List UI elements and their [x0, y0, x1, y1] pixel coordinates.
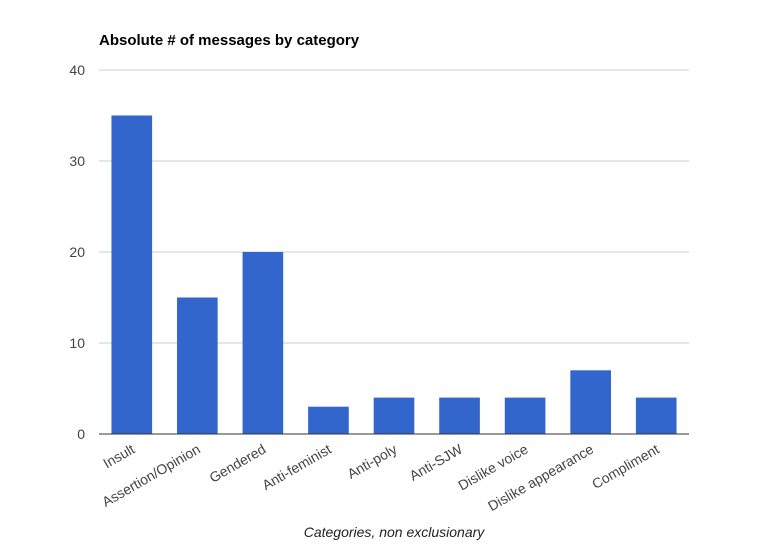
x-axis-title: Categories, non exclusionary [304, 524, 486, 540]
x-tick-label: Anti-SJW [407, 440, 466, 483]
bar [242, 252, 284, 434]
y-tick-label: 10 [69, 335, 85, 351]
bar [308, 406, 349, 434]
x-tick-label: Compliment [589, 441, 662, 492]
bar [111, 115, 153, 434]
bar [373, 397, 415, 434]
y-tick-label: 40 [69, 62, 85, 78]
bar [177, 297, 218, 434]
bar [439, 397, 480, 434]
x-tick-label: Anti-feminist [259, 441, 334, 493]
y-tick-label: 0 [77, 426, 85, 442]
bar [635, 397, 677, 434]
bar [504, 397, 546, 434]
y-tick-label: 30 [69, 153, 85, 169]
y-tick-label: 20 [69, 244, 85, 260]
chart-title: Absolute # of messages by category [99, 32, 360, 49]
x-tick-label: Insult [100, 441, 137, 472]
x-tick-label: Anti-poly [344, 441, 399, 482]
bar [570, 370, 611, 434]
